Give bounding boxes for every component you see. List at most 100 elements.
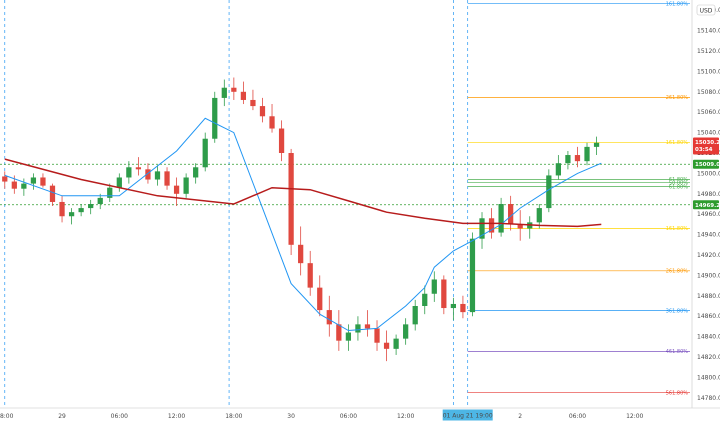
candle-body [488,218,495,233]
time-tick-label: 06:00 [340,413,357,420]
fib-level-label: 50.00% [669,180,688,186]
candle-body [49,185,56,202]
price-tags: 15030.2503:54 15009.00 14969.25 [693,137,720,210]
candle-body [469,238,476,313]
price-tick-label: 15100.00 [697,68,720,75]
fib-level-label: 261.80% [666,269,688,275]
price-tick-label: 14820.00 [697,354,720,361]
horizontal-levels [0,163,692,206]
price-tick-label: 14920.00 [697,252,720,259]
candle-body [202,138,208,168]
candle-body [508,204,514,225]
candle-body [2,176,8,182]
candle-body [193,167,199,178]
candle-body [317,287,323,311]
crosshair-time-box [442,409,493,421]
candle-body [555,163,561,176]
time-tick-label: 29 [58,413,66,420]
candle-body [431,279,437,294]
candle-body [59,201,65,217]
candle-body [422,293,428,306]
candle-body [30,177,37,184]
candle-body [517,224,523,229]
fib-level-label: 461.80% [666,349,688,355]
candle-body [403,324,409,339]
candle-body [259,106,266,117]
candle-body [40,177,46,186]
price-countdown-label: 03:54 [695,147,713,153]
candle-body [278,128,285,153]
candle-body [11,181,17,189]
level-price-tag [693,200,719,210]
candle-body [154,171,161,180]
time-tick-label: 18:00 [0,413,14,420]
moving-average-line [4,117,602,332]
candle-body [221,87,227,98]
level-price-label: 15009.00 [695,162,720,168]
crosshair-time-label: 01 Aug 21 19:00 [443,413,493,420]
candle-body [326,310,332,325]
price-tick-label: 15080.00 [697,89,720,96]
candle-body [536,208,542,223]
candle-body [355,324,361,333]
price-tick-label: 15000.00 [697,170,720,177]
candle-body [450,303,457,309]
time-axis[interactable]: 18:00 29 06:00 12:00 18:00 30 06:00 12:00 2 06:00… [0,407,720,421]
level-price-label: 14969.25 [695,203,720,209]
moving-averages [4,117,602,332]
price-tick-label: 14800.00 [697,374,720,381]
time-tick-label: 2 [518,413,522,420]
candle-body [307,263,313,288]
price-tick-label: 14860.00 [697,313,720,320]
fib-level-label: 161.80% [666,226,688,232]
level-price-tag [693,159,719,169]
price-tick-label: 15140.00 [697,28,720,35]
price-tick-label: 14880.00 [697,293,720,300]
price-tick-label: 15120.00 [697,48,720,55]
candle-body [164,171,170,186]
candle-body [231,87,237,92]
candle-body [78,208,84,213]
candle-body [441,279,447,309]
fib-level-label: 361.80% [666,308,688,314]
currency-badge[interactable]: USD [696,4,716,16]
candle-body [135,167,142,170]
fib-level-label: 61.80% [669,177,688,183]
price-tick-label: 14960.00 [697,211,720,218]
candle-body [116,177,122,188]
price-tick-label: 15040.00 [697,130,720,137]
candle-body [288,153,294,245]
fib-level-label: 161.80% [666,140,688,146]
candle-body [145,169,151,180]
time-tick-label: 12:00 [397,413,414,420]
candle-body [393,338,399,349]
current-price-tag [693,137,719,155]
candles [2,77,600,362]
candle-body [97,197,103,204]
candle-body [412,306,418,325]
price-tick-label: 14900.00 [697,272,720,279]
price-tick-label: 14980.00 [697,191,720,198]
candle-body [269,116,275,129]
candle-body [68,212,75,217]
current-price-label: 15030.25 [695,140,720,146]
time-tick-label: 12:00 [168,413,185,420]
candle-body [173,185,180,194]
candle-body [21,183,27,189]
fib-level-label: 261.80% [666,95,688,101]
time-tick-label: 06:00 [111,413,128,420]
candle-body [212,97,218,139]
candle-body [298,244,304,264]
candle-body [364,324,371,329]
candle-body [498,204,504,233]
fib-level-label: 561.80% [666,390,688,396]
price-tick-label: 14840.00 [697,334,720,341]
time-tick-label: 30 [287,413,295,420]
candle-body [546,175,552,209]
candle-body [574,155,581,162]
candle-body [565,155,571,164]
price-tick-label: 14940.00 [697,232,720,239]
candle-body [374,328,380,343]
